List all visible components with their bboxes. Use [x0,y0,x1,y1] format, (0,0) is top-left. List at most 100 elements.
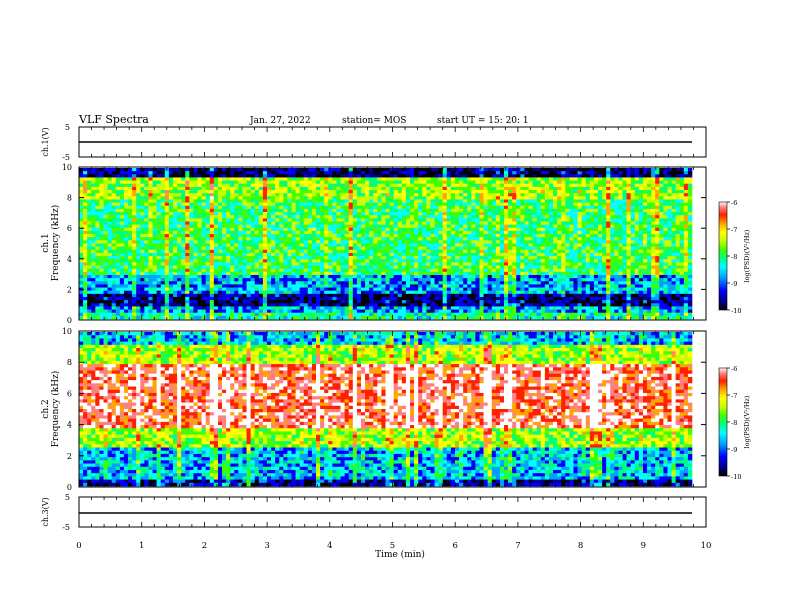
spectrogram-cell [156,240,162,244]
spectrogram-cell [369,208,374,213]
spectrogram-cell [189,281,194,285]
spectrogram-cell [459,205,464,210]
spectrogram-cell [287,246,292,251]
spectrogram-cell [397,208,403,213]
spectrogram-cell [230,168,235,172]
spectrogram-cell [103,237,108,241]
spectrogram-cell [172,196,178,200]
spectrogram-cell [91,237,96,241]
spectrogram-cell [418,234,423,238]
spectrogram-cell [401,193,407,197]
spectrogram-cell [197,186,202,191]
spectrogram-cell [95,256,100,260]
spectrogram-cell [230,171,235,175]
spectrogram-cell [479,208,484,213]
spectrogram-cell [307,268,313,273]
spectrogram-cell [275,240,280,244]
spectrogram-cell [340,234,345,238]
spectrogram-cell [360,259,366,263]
spectrogram-cell [222,227,227,232]
spectrogram-cell [373,186,378,191]
spectrogram-cell [467,202,472,207]
spectrogram-cell [209,290,215,295]
spectrogram-cell [352,171,358,175]
spectrogram-cell [426,224,431,229]
spectrogram-cell [168,193,174,197]
spectrogram-cell [242,296,247,301]
spectrogram-cell [401,237,407,241]
spectrogram-cell [242,287,247,291]
spectrogram-cell [132,287,137,291]
spectrogram-cell [373,259,378,263]
spectrogram-cell [79,268,84,273]
spectrogram-cell [311,315,317,320]
spectrogram-cell [442,215,448,219]
spectrogram-cell [128,246,133,251]
spectrogram-cell [479,312,484,317]
spectrogram-cell [454,171,460,175]
spectrogram-cell [499,243,505,247]
spectrogram-cell [414,193,419,197]
spectrogram-cell [209,271,215,276]
spectrogram-cell [311,290,317,295]
spectrogram-cell [467,259,472,263]
spectrogram-cell [442,271,448,276]
spectrogram-cell [418,300,423,304]
spectrogram-cell [262,256,268,260]
spectrogram-cell [438,227,444,232]
spectrogram-cell [356,230,362,235]
spectrogram-cell [193,309,198,314]
spectrogram-cell [336,171,341,175]
spectrogram-cell [307,240,313,244]
spectrogram-cell [230,312,235,317]
spectrogram-cell [201,265,206,269]
spectrogram-cell [348,315,354,320]
spectrogram-cell [491,196,497,200]
spectrogram-cell [148,315,153,320]
spectrogram-cell [279,177,284,181]
spectrogram-cell [381,274,386,279]
spectrogram-cell [418,284,423,288]
spectrogram-cell [238,237,243,241]
spectrogram-cell [83,287,88,291]
spectrogram-cell [156,265,162,269]
spectrogram-cell [434,221,439,225]
spectrogram-cell [430,290,435,295]
spectrogram-cell [136,174,141,178]
spectrogram-cell [401,306,407,310]
spectrogram-cell [160,315,166,320]
spectrogram-cell [332,171,337,175]
spectrogram-cell [197,212,202,216]
spectrogram-cell [193,256,198,260]
spectrogram-cell [181,259,186,263]
spectrogram-cell [217,237,223,241]
spectrogram-cell [217,168,223,172]
spectrogram-cell [299,174,305,178]
spectrogram-cell [320,284,325,288]
spectrogram-cell [197,215,202,219]
spectrogram-cell [316,234,321,238]
spectrogram-cell [213,171,219,175]
spectrogram-cell [422,240,427,244]
spectrogram-cell [303,246,309,251]
spectrogram-cell [115,303,121,307]
spectrogram-cell [299,221,305,225]
spectrogram-cell [279,243,284,247]
spectrogram-cell [495,174,501,178]
spectrogram-cell [487,230,493,235]
spectrogram-cell [414,212,419,216]
spectrogram-cell [172,186,178,191]
spectrogram-cell [426,284,431,288]
spectrogram-cell [287,215,292,219]
spectrogram-cell [495,218,501,222]
spectrogram-cell [299,300,305,304]
spectrogram-cell [250,287,256,291]
spectrogram-cell [307,234,313,238]
spectrogram-cell [422,271,427,276]
spectrogram-cell [434,186,439,191]
spectrogram-cell [144,174,149,178]
spectrogram-cell [450,205,456,210]
spectrogram-cell [365,199,370,203]
spectrogram-cell [307,271,313,276]
spectrogram-cell [450,249,456,254]
